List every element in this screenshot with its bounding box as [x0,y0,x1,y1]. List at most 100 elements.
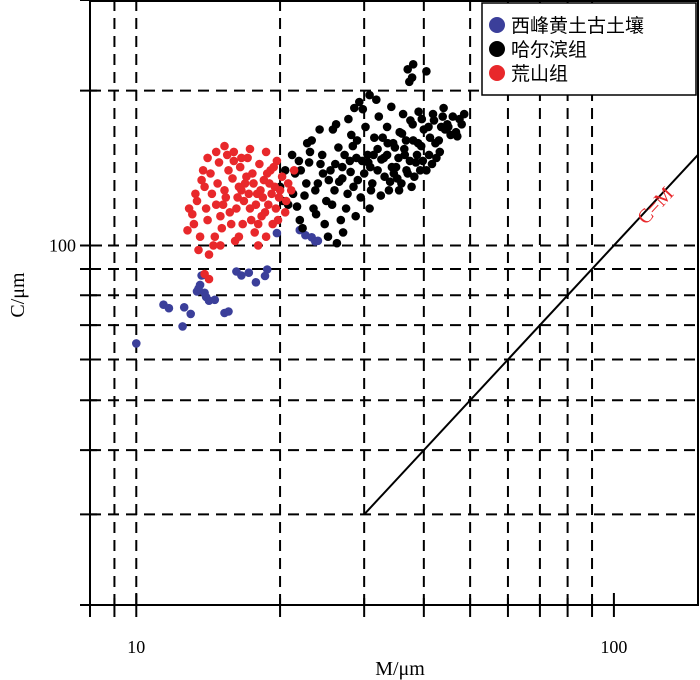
data-point [286,186,296,195]
data-point [352,153,361,163]
data-point [220,186,229,195]
data-point [425,133,435,142]
data-point [249,179,258,188]
y-tick-label: 100 [49,235,76,255]
data-point [222,150,232,160]
data-point [302,179,311,188]
data-point [256,186,265,195]
data-point [424,122,433,132]
data-point [251,200,261,209]
data-point [214,158,224,167]
data-point [384,186,394,195]
data-point [261,147,271,157]
data-point [201,204,211,213]
data-point [414,107,423,116]
data-point [382,122,392,132]
data-point [316,159,325,169]
data-point [370,133,379,142]
data-point [373,166,382,175]
data-point [350,103,359,113]
data-point [237,271,246,280]
data-point [210,295,220,305]
data-point [338,162,347,172]
legend-item: 哈尔滨组 [489,39,587,61]
data-point [217,223,227,233]
data-point [229,147,239,157]
data-point [374,112,384,121]
data-point [343,189,352,199]
x-axis-title: M/μm [375,658,425,680]
data-point [294,156,304,166]
data-point [210,232,220,241]
data-point [281,196,291,206]
data-point [195,280,205,290]
data-point [336,215,346,225]
axis-ticks [80,0,615,617]
data-point [313,179,323,188]
data-point [351,211,361,221]
data-point [232,204,241,213]
data-point [197,175,206,185]
data-point [221,193,231,202]
data-point [211,147,221,157]
legend-marker [489,17,505,33]
data-point [428,109,438,119]
data-point [242,172,251,181]
data-point [164,303,174,313]
data-point [244,268,254,278]
data-point [304,158,314,167]
data-point [365,204,374,213]
data-point [300,191,309,200]
data-point [377,155,386,164]
data-point [200,182,209,192]
data-point [255,159,264,169]
legend-box [481,2,697,96]
data-point [245,144,255,154]
legend-item: 荒山组 [489,63,568,85]
data-point [192,196,202,206]
data-point [318,169,328,178]
data-point [418,156,428,166]
data-point [267,189,276,199]
data-point [323,232,333,241]
series-points [275,60,469,248]
data-point [132,339,141,348]
y-axis-title: C/μm [7,272,29,318]
data-point [311,209,321,219]
data-point [298,223,307,233]
data-point [365,90,374,100]
data-point [253,219,263,229]
reference-line-label: C=M [633,183,678,229]
data-point [347,130,356,140]
data-point [345,156,355,166]
data-point [361,122,370,132]
data-point [400,144,409,154]
data-point [408,120,418,129]
legend-label: 西峰黄土古土壤 [511,15,644,37]
data-point [283,179,293,188]
data-point [292,202,302,211]
data-point [459,109,469,119]
data-point [403,65,413,74]
legend-item: 西峰黄土古土壤 [489,15,644,37]
data-point [338,228,348,237]
data-point [427,159,437,169]
data-point [401,136,411,145]
data-point [272,228,282,238]
data-point [413,138,423,148]
data-point [211,200,221,209]
data-point [237,186,246,195]
data-point [194,245,203,255]
data-point [324,175,334,185]
data-point [191,189,200,199]
data-point [424,150,434,160]
data-point [326,166,335,175]
data-point [415,166,425,175]
data-point [218,200,228,209]
data-point [195,232,205,241]
data-point [407,182,416,192]
data-point [395,127,405,137]
data-point [402,166,411,175]
data-point [389,169,399,178]
